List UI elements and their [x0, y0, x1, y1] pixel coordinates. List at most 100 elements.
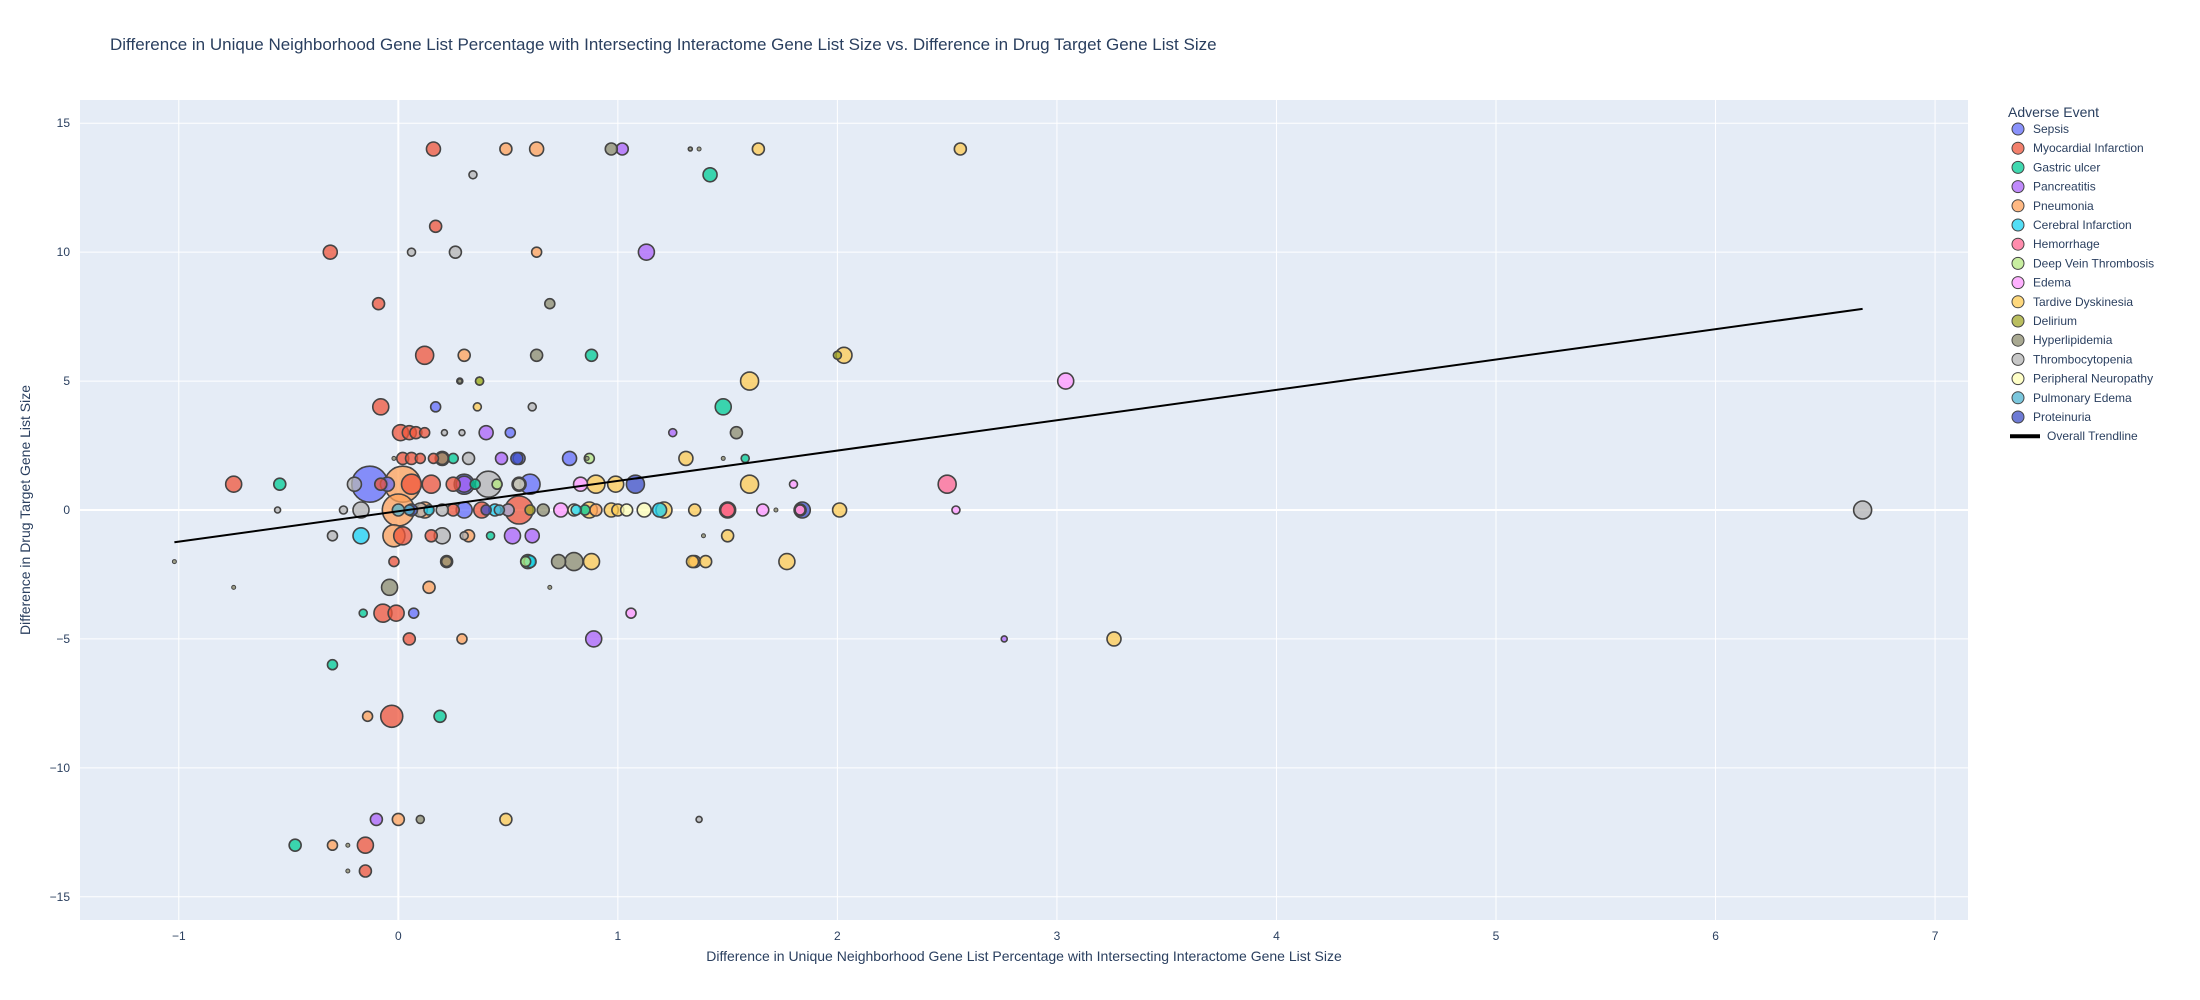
- data-point: [459, 530, 469, 541]
- data-point: [788, 479, 799, 490]
- data-point: [373, 477, 388, 492]
- data-point: [491, 478, 503, 491]
- data-point: [387, 604, 405, 622]
- data-point: [604, 142, 619, 156]
- data-point: [326, 839, 339, 852]
- legend-marker: [2011, 276, 2025, 290]
- data-point: [951, 505, 961, 515]
- legend: Adverse Event Sepsis Myocardial Infarctio…: [2008, 104, 2154, 443]
- x-tick-label: 7: [1932, 929, 1939, 943]
- data-point: [440, 555, 453, 568]
- data-point: [696, 146, 702, 152]
- data-point: [536, 503, 551, 517]
- data-point: [740, 453, 750, 464]
- data-point: [356, 836, 375, 855]
- legend-label: Myocardial Infarction: [2033, 141, 2144, 155]
- data-point: [447, 452, 460, 465]
- data-point: [272, 477, 287, 492]
- data-point: [729, 425, 744, 440]
- data-point: [224, 475, 243, 494]
- data-point: [720, 528, 735, 543]
- y-tick-label: −15: [50, 890, 71, 904]
- data-point: [288, 838, 302, 853]
- trendline: [174, 307, 1863, 544]
- data-point: [345, 868, 351, 874]
- data-point: [510, 451, 524, 466]
- y-tick-label: −5: [56, 632, 70, 646]
- data-point: [338, 505, 349, 515]
- data-point: [345, 842, 351, 848]
- data-point: [468, 169, 478, 180]
- data-point: [552, 502, 569, 518]
- y-axis-title: Difference in Drug Target Gene List Size: [17, 385, 33, 635]
- legend-title: Adverse Event: [2008, 104, 2099, 120]
- data-point: [524, 527, 541, 544]
- data-point: [414, 345, 435, 366]
- legend-label: Hyperlipidemia: [2033, 333, 2113, 347]
- data-point: [171, 559, 177, 565]
- data-point: [429, 401, 442, 413]
- y-tick-label: 10: [57, 245, 71, 259]
- legend-label: Gastric ulcer: [2033, 160, 2100, 174]
- x-tick-label: 1: [615, 929, 622, 943]
- data-point: [428, 219, 443, 234]
- data-point: [485, 530, 496, 541]
- legend-marker: [2011, 199, 2025, 213]
- data-point: [589, 503, 603, 517]
- data-point: [472, 402, 483, 412]
- data-point: [582, 552, 601, 571]
- data-point: [379, 704, 404, 729]
- legend-label: Hemorrhage: [2033, 237, 2100, 251]
- data-point: [527, 402, 538, 412]
- data-point: [402, 632, 417, 646]
- data-point: [720, 455, 726, 461]
- data-point: [831, 502, 848, 518]
- x-tick-label: 3: [1054, 929, 1061, 943]
- data-point: [326, 658, 339, 671]
- x-tick-label: 5: [1493, 929, 1500, 943]
- data-point: [494, 451, 509, 466]
- data-point: [358, 608, 369, 618]
- data-point: [369, 812, 384, 827]
- legend-marker: [2011, 410, 2025, 424]
- data-point: [572, 476, 589, 493]
- data-point: [371, 296, 386, 311]
- x-tick-label: 6: [1712, 929, 1719, 943]
- data-point: [425, 141, 442, 157]
- data-point: [625, 607, 637, 619]
- grid-lines: [80, 100, 1968, 920]
- data-point: [457, 378, 463, 384]
- data-point: [519, 555, 532, 568]
- legend-marker: [2011, 141, 2025, 155]
- x-tick-label: 0: [395, 929, 402, 943]
- legend-marker: [2011, 237, 2025, 251]
- legend-marker: [2011, 122, 2025, 136]
- legend-label: Delirium: [2033, 314, 2077, 328]
- legend-label: Pneumonia: [2033, 199, 2094, 213]
- data-point: [424, 528, 439, 543]
- data-point: [388, 555, 400, 568]
- data-point: [637, 243, 656, 261]
- y-tick-labels: −15 −10 −5 0 5 10 15: [50, 116, 71, 904]
- data-point: [832, 350, 843, 361]
- data-point: [418, 426, 431, 439]
- data-point: [322, 244, 339, 260]
- legend-label: Thrombocytopenia: [2033, 352, 2133, 366]
- y-tick-label: 15: [57, 116, 71, 130]
- legend-marker: [2011, 218, 2025, 232]
- data-point: [550, 553, 567, 570]
- data-point: [448, 245, 463, 259]
- y-tick-label: 0: [63, 503, 70, 517]
- data-point: [687, 503, 702, 517]
- data-point: [391, 812, 406, 827]
- data-point: [231, 584, 237, 590]
- data-point: [561, 450, 578, 467]
- trendline-group: [174, 307, 1863, 544]
- data-points: [171, 141, 1873, 878]
- data-point: [528, 141, 545, 157]
- data-point: [1000, 635, 1009, 643]
- data-point: [678, 450, 694, 467]
- data-point: [392, 525, 413, 546]
- data-point: [433, 709, 447, 724]
- data-point: [406, 247, 417, 257]
